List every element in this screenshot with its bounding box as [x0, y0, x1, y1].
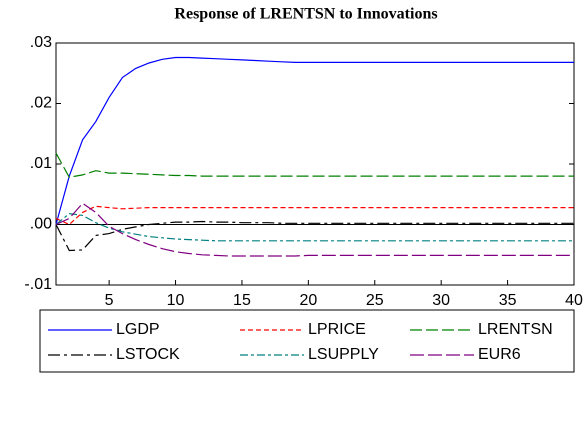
legend-label: LGDP — [116, 321, 160, 338]
x-tick-label: 10 — [167, 292, 185, 309]
series-line — [55, 56, 574, 225]
x-tick-label: 25 — [366, 292, 384, 309]
series-line — [55, 205, 574, 226]
x-tick-label: 15 — [233, 292, 251, 309]
x-tick-label: 40 — [565, 292, 583, 309]
plot-frame — [55, 42, 575, 286]
series-line — [55, 212, 574, 242]
series-line — [55, 220, 574, 252]
legend-label: LSTOCK — [116, 346, 180, 363]
y-tick-label: .01 — [30, 155, 52, 172]
x-tick-label: 20 — [299, 292, 317, 309]
y-tick-label: -.01 — [24, 276, 52, 293]
y-tick-label: .02 — [30, 95, 52, 112]
legend-label: LRENTSN — [478, 321, 553, 338]
y-tick-label: .03 — [30, 34, 52, 51]
chart-title: Response of LRENTSN to Innovations — [174, 6, 437, 23]
legend-label: LPRICE — [308, 321, 366, 338]
series-line — [55, 202, 574, 257]
x-tick-label: 30 — [432, 292, 450, 309]
series-line — [55, 152, 574, 178]
legend-label: LSUPPLY — [308, 346, 379, 363]
legend-box — [39, 309, 575, 373]
x-tick-label: 5 — [105, 292, 114, 309]
y-tick-label: .00 — [30, 216, 52, 233]
legend-label: EUR6 — [478, 346, 521, 363]
x-tick-label: 35 — [499, 292, 517, 309]
